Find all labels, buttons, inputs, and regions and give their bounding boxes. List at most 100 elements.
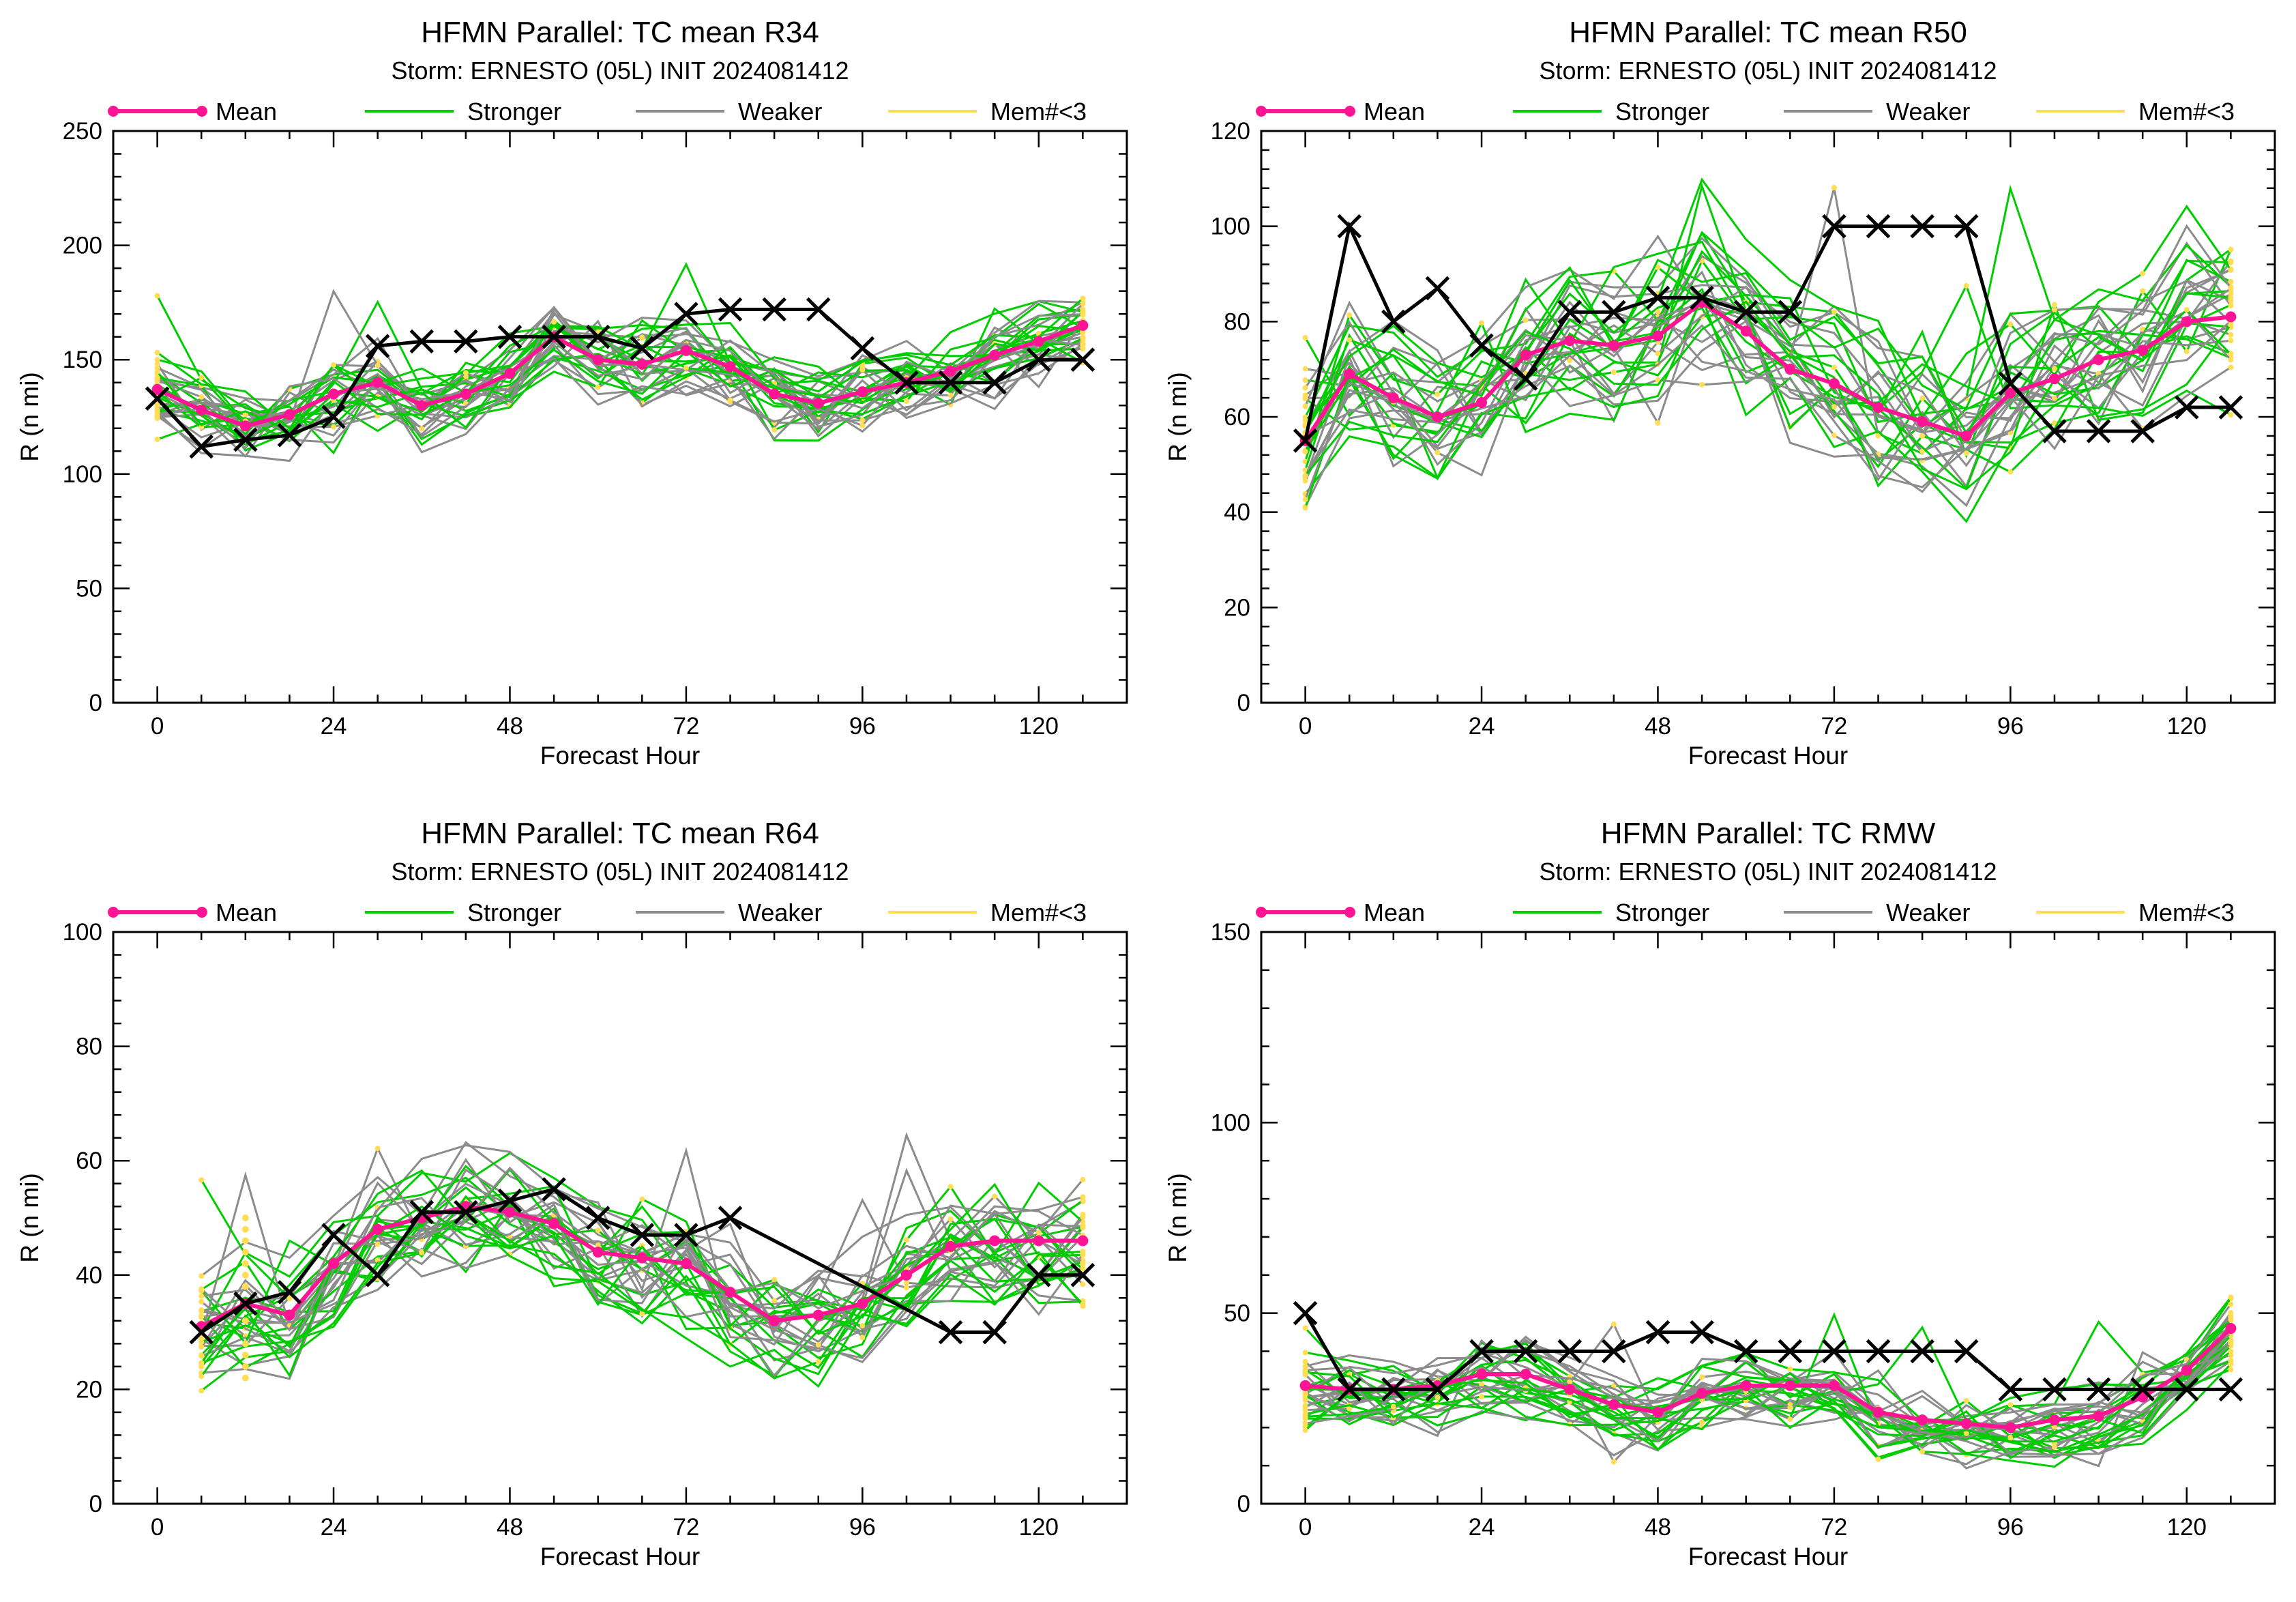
- member-endpoint: [2140, 270, 2146, 276]
- member-line: [201, 1201, 1084, 1349]
- member-endpoint: [903, 1285, 909, 1291]
- best-track-marker: [1645, 285, 1671, 310]
- y-axis-label: R (n mi): [16, 372, 44, 462]
- mean-point: [151, 383, 163, 395]
- y-tick-label: 100: [63, 919, 102, 946]
- member-endpoint: [2140, 326, 2146, 332]
- mean-point: [1299, 1380, 1311, 1391]
- member-endpoint: [374, 1241, 381, 1247]
- legend-label-weaker: Weaker: [1886, 899, 1970, 927]
- mean-point: [1872, 402, 1884, 413]
- y-tick-label: 100: [63, 461, 102, 488]
- chart-title: HFMN Parallel: TC mean R64: [421, 817, 819, 850]
- member-line: [1304, 278, 2232, 489]
- member-line: [1304, 320, 2232, 500]
- member-endpoint: [2228, 259, 2234, 265]
- member-endpoint: [1302, 505, 1308, 511]
- mean-line: [1305, 1326, 2233, 1430]
- y-tick-label: 50: [76, 575, 102, 602]
- member-endpoint: [2228, 285, 2234, 291]
- member-endpoint: [1302, 366, 1308, 372]
- member-endpoint: [419, 1250, 425, 1256]
- member-endpoint: [947, 1216, 954, 1222]
- legend-label-stronger: Stronger: [1615, 899, 1709, 927]
- member-endpoint: [1346, 1406, 1353, 1412]
- best-track-marker: [630, 1223, 655, 1247]
- x-tick-label: 24: [1469, 713, 1495, 740]
- best-track-marker: [1690, 285, 1714, 310]
- best-track-marker: [2042, 1377, 2067, 1402]
- best-track-marker: [1027, 1263, 1051, 1287]
- mean-point: [1784, 1380, 1796, 1391]
- member-endpoint: [1302, 1390, 1308, 1397]
- member-endpoint: [198, 1373, 205, 1380]
- member-line: [156, 306, 1083, 450]
- member-line: [156, 262, 1084, 426]
- x-tick-label: 0: [151, 1514, 164, 1541]
- member-endpoint: [2228, 357, 2234, 363]
- best-track-marker: [806, 297, 831, 322]
- member-endpoint: [903, 398, 909, 404]
- best-track-marker: [2218, 1377, 2243, 1402]
- mean-point: [592, 354, 604, 366]
- mean-point: [239, 420, 251, 432]
- legend-label-mean: Mean: [1364, 98, 1425, 126]
- mean-point: [1917, 1414, 1928, 1426]
- member-endpoint: [1963, 282, 1969, 289]
- member-line: [1305, 234, 2232, 443]
- plot-frame: [112, 130, 1128, 704]
- member-endpoint: [1567, 1379, 1573, 1385]
- member-endpoint: [2228, 1352, 2234, 1358]
- member-endpoint: [2228, 291, 2234, 297]
- best-track-marker: [2042, 419, 2067, 443]
- y-tick-label: 20: [1224, 594, 1250, 621]
- y-tick-label: 150: [1211, 919, 1250, 946]
- chart-panel-4: HFMN Parallel: TC RMW Storm: ERNESTO (05L…: [1164, 817, 2276, 1571]
- x-tick-label: 96: [849, 713, 876, 740]
- member-endpoint: [154, 368, 160, 375]
- member-endpoint: [242, 411, 248, 418]
- x-tick-label: 120: [1019, 713, 1059, 740]
- x-tick-label: 72: [673, 713, 699, 740]
- mean-point: [1387, 392, 1399, 404]
- best-track-marker: [1998, 371, 2023, 396]
- mean-point: [1740, 325, 1752, 337]
- mean-point: [989, 349, 1001, 361]
- data-area: [189, 1132, 1095, 1394]
- member-line: [156, 321, 1083, 431]
- best-track-marker: [1998, 1377, 2023, 1402]
- y-tick-label: 200: [63, 233, 102, 259]
- legend-marker-mean: [108, 907, 119, 918]
- best-track-marker: [2218, 395, 2243, 420]
- member-endpoint: [1346, 337, 1353, 343]
- x-tick-label: 72: [673, 1514, 699, 1541]
- member-endpoint: [1919, 1448, 1926, 1455]
- member-endpoint: [2228, 1367, 2234, 1373]
- mean-point: [1960, 430, 1972, 441]
- mean-line: [156, 323, 1084, 428]
- member-endpoint: [1963, 1397, 1969, 1403]
- mean-point: [1652, 330, 1664, 342]
- member-endpoint: [2228, 338, 2234, 344]
- y-tick-label: 80: [76, 1034, 102, 1060]
- x-axis-label: Forecast Hour: [540, 742, 700, 770]
- member-endpoint: [1434, 391, 1441, 397]
- member-endpoint: [1567, 358, 1573, 364]
- member-endpoint: [2228, 295, 2234, 301]
- mean-point: [196, 404, 207, 416]
- mean-point: [769, 1315, 780, 1326]
- mean-point: [2181, 1365, 2192, 1376]
- member-endpoint: [992, 1193, 998, 1199]
- member-endpoint: [154, 357, 160, 363]
- member-endpoint: [2183, 349, 2190, 355]
- mean-point: [1077, 319, 1089, 331]
- mean-point: [1476, 397, 1488, 409]
- member-endpoint: [1080, 1301, 1086, 1307]
- member-line: [201, 1147, 1083, 1346]
- member-endpoint: [2051, 395, 2057, 401]
- x-axis-label: Forecast Hour: [540, 1543, 700, 1571]
- member-endpoint: [1831, 364, 1837, 370]
- member-endpoint: [1302, 1325, 1308, 1331]
- member-endpoint: [2051, 1444, 2057, 1451]
